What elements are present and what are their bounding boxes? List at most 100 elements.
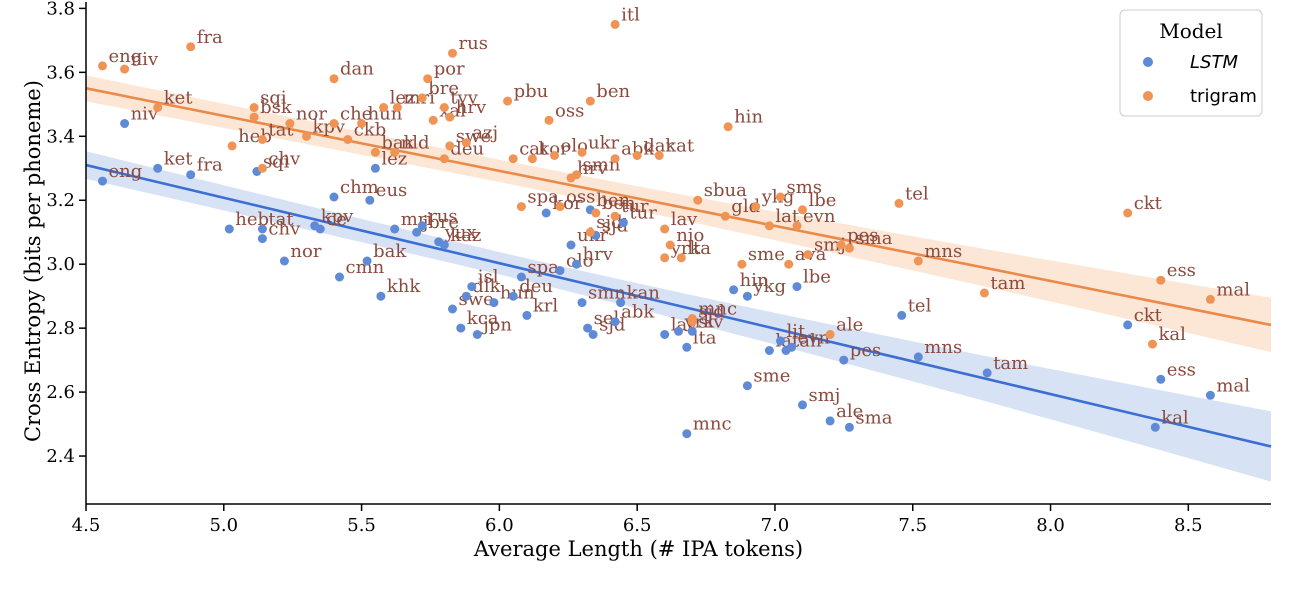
data-point: [461, 138, 471, 148]
x-tick-label: 7.0: [761, 515, 790, 536]
data-point: [508, 291, 518, 301]
data-point: [792, 221, 802, 231]
data-point: [428, 115, 438, 125]
point-label: bak: [381, 132, 415, 153]
y-tick-label: 3.8: [46, 0, 75, 19]
point-label: hrv: [456, 97, 487, 118]
data-point: [1205, 294, 1215, 304]
data-point: [445, 141, 455, 151]
data-point: [370, 163, 380, 173]
point-label: pes: [850, 340, 881, 361]
point-label: pes: [847, 225, 878, 246]
y-tick-label: 2.4: [46, 446, 75, 467]
point-label: dan: [340, 59, 374, 80]
data-point: [1205, 390, 1215, 400]
data-point: [472, 330, 482, 339]
point-label: kat: [665, 136, 695, 157]
data-point: [329, 119, 339, 128]
point-label: dar: [643, 136, 674, 157]
point-label: sqi: [263, 152, 290, 173]
point-label: tel: [905, 183, 929, 204]
point-label: ket: [164, 88, 194, 109]
data-point: [1156, 275, 1166, 285]
point-label: niv: [131, 104, 159, 125]
point-label: ckt: [1134, 193, 1163, 214]
point-label: yux: [444, 222, 477, 243]
data-point: [803, 250, 813, 260]
data-point: [660, 330, 670, 339]
data-point: [522, 310, 532, 320]
point-label: smj: [809, 385, 841, 406]
point-label: nld: [401, 132, 430, 153]
point-label: mnc: [693, 414, 732, 435]
data-point: [610, 19, 620, 29]
x-tick-label: 5.5: [347, 515, 376, 536]
x-tick-label: 8.5: [1174, 515, 1203, 536]
point-label: hrv: [577, 158, 608, 179]
point-label: cmn: [346, 257, 385, 278]
data-point: [516, 272, 526, 282]
confidence-band-1: [86, 75, 1271, 353]
data-point: [257, 224, 267, 234]
point-label: tam: [990, 273, 1025, 294]
data-point: [456, 323, 466, 333]
data-point: [591, 208, 601, 218]
data-point: [392, 103, 402, 112]
data-point: [417, 93, 427, 103]
point-label: mal: [1216, 375, 1250, 396]
data-point: [508, 154, 518, 164]
data-point: [439, 240, 449, 250]
data-point: [120, 119, 130, 128]
point-label: evn: [798, 327, 831, 348]
data-point: [982, 368, 992, 378]
point-label: lta: [687, 238, 711, 259]
data-point: [544, 115, 554, 125]
point-label: bre: [428, 78, 459, 99]
data-point: [390, 224, 400, 234]
data-point: [412, 227, 422, 237]
y-tick-label: 3.0: [46, 254, 75, 275]
data-point: [577, 147, 587, 157]
point-label: tat: [268, 209, 294, 230]
point-label: isl: [478, 267, 499, 288]
point-label: itl: [621, 4, 640, 25]
data-point: [585, 227, 595, 237]
point-label: ess: [1167, 260, 1196, 281]
data-point: [825, 330, 835, 339]
data-point: [439, 154, 449, 164]
data-point: [660, 224, 670, 234]
point-label: ce: [326, 209, 347, 230]
data-point: [776, 192, 785, 202]
fit-line-0: [85, 163, 1272, 448]
data-point: [764, 221, 774, 231]
point-label: tel: [908, 295, 932, 316]
point-label: smj: [814, 235, 846, 256]
point-label: lbe: [803, 267, 831, 288]
legend-marker-1: [1143, 91, 1153, 101]
data-point: [1123, 208, 1133, 218]
point-label: oss: [555, 100, 584, 121]
point-label: lit: [787, 321, 807, 342]
data-point: [541, 208, 551, 218]
point-label: evn: [803, 206, 836, 227]
data-point: [279, 256, 289, 266]
data-point: [357, 119, 367, 128]
data-point: [329, 74, 339, 84]
data-point: [577, 298, 587, 308]
point-label: lav: [671, 209, 698, 230]
y-tick-label: 3.6: [46, 62, 75, 83]
point-label: che: [340, 104, 372, 125]
data-point: [674, 326, 683, 336]
point-label: mnc: [698, 299, 737, 320]
point-label: ckt: [1134, 305, 1163, 326]
data-point: [720, 211, 730, 221]
point-label: ket: [164, 148, 194, 169]
data-point: [257, 163, 267, 173]
data-point: [186, 42, 196, 52]
point-label: mal: [1216, 279, 1250, 300]
point-label: sme: [748, 244, 785, 265]
data-point: [585, 96, 595, 106]
point-label: chm: [340, 177, 379, 198]
data-point: [98, 176, 107, 186]
